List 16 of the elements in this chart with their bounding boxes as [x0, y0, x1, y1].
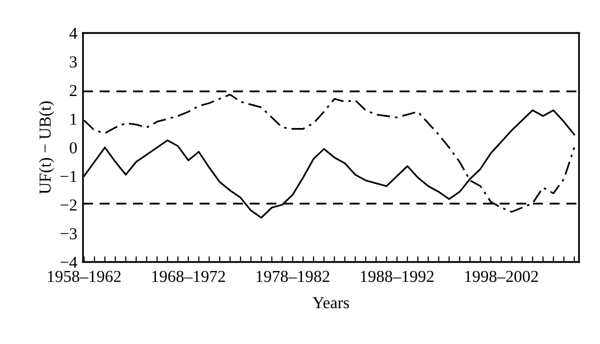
x-tick-label: 1988–1992: [360, 270, 434, 282]
x-tick-label: 1958–1962: [48, 270, 121, 282]
y-tick-label: 0: [70, 142, 77, 154]
y-tick-label: −2: [60, 199, 77, 211]
x-axis-title: Years: [312, 297, 349, 308]
y-tick-label: −3: [60, 228, 77, 240]
y-axis-title: UF(t) − UB(t): [39, 101, 54, 194]
y-tick-label: 2: [70, 84, 77, 96]
y-tick-label: 4: [69, 28, 78, 39]
y-tick-label: 1: [70, 114, 76, 125]
y-tick-label: 3: [70, 56, 77, 68]
x-tick-label: 1968–1972: [152, 270, 225, 282]
x-tick-label: 1998–2002: [465, 270, 538, 282]
y-tick-label: −1: [60, 170, 76, 182]
x-tick-label: 1978–1982: [256, 270, 330, 282]
y-tick-label: −4: [60, 256, 78, 268]
